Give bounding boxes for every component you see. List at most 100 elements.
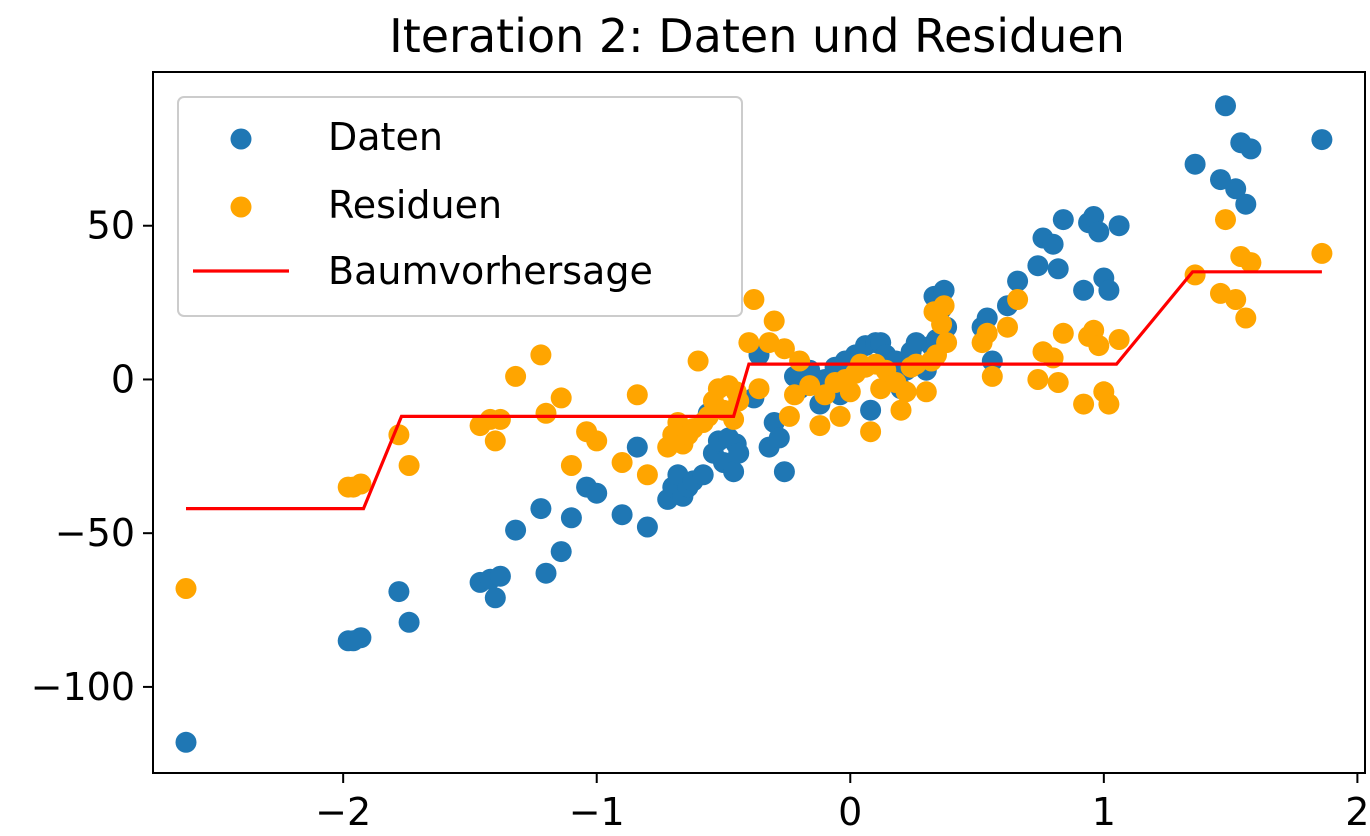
residuen-point-8 — [484, 430, 506, 452]
y-tick-label-0: −100 — [31, 665, 135, 709]
residuen-point-13 — [550, 387, 572, 409]
legend-marker-daten — [230, 128, 252, 150]
residuen-point-12 — [535, 402, 557, 424]
residuen-point-80 — [1052, 322, 1074, 344]
daten-point-88 — [1225, 178, 1247, 200]
x-tick-label-3: 1 — [1092, 790, 1116, 834]
residuen-point-61 — [895, 381, 917, 403]
chart-title: Iteration 2: Daten und Residuen — [389, 9, 1125, 63]
daten-point-91 — [1240, 138, 1262, 160]
daten-point-26 — [692, 464, 714, 486]
residuen-point-9 — [489, 408, 511, 430]
y-tick-label-1: −50 — [55, 511, 135, 555]
series-baumvorhersage-line — [186, 270, 1322, 511]
residuen-point-69 — [933, 295, 955, 317]
residuen-point-79 — [1047, 372, 1069, 393]
daten-point-19 — [636, 516, 658, 538]
daten-point-73 — [1027, 255, 1049, 277]
residuen-point-51 — [839, 381, 861, 403]
residuen-point-43 — [784, 384, 805, 406]
daten-point-76 — [1047, 258, 1069, 280]
daten-point-87 — [1215, 95, 1236, 117]
daten-point-14 — [560, 507, 582, 529]
x-tick-label-2: 0 — [838, 790, 862, 834]
daten-point-70 — [981, 350, 1003, 372]
residuen-point-72 — [976, 322, 998, 344]
daten-point-9 — [489, 565, 511, 587]
residuen-point-38 — [748, 378, 770, 400]
residuen-point-4 — [388, 424, 410, 446]
residuen-point-91 — [1225, 289, 1247, 310]
residuen-point-16 — [586, 430, 608, 452]
daten-point-72 — [1007, 270, 1029, 292]
series-residuen — [175, 209, 1333, 599]
residuen-point-19 — [636, 464, 658, 486]
residuen-point-46 — [809, 415, 831, 437]
daten-point-66 — [933, 279, 955, 301]
daten-point-92 — [1311, 129, 1333, 151]
legend-box — [177, 96, 743, 317]
daten-point-34 — [728, 442, 750, 464]
daten-point-52 — [860, 399, 882, 421]
residuen-point-74 — [997, 316, 1018, 338]
residuen-point-95 — [1311, 242, 1333, 264]
residuen-point-87 — [1108, 329, 1130, 350]
legend-marker-residuen — [230, 196, 252, 218]
residuen-point-33 — [723, 408, 745, 430]
residuen-point-64 — [915, 381, 937, 403]
x-tick-label-4: 2 — [1345, 790, 1369, 834]
daten-point-5 — [398, 611, 420, 633]
daten-point-75 — [1042, 233, 1064, 255]
daten-point-12 — [535, 562, 557, 584]
residuen-point-94 — [1240, 252, 1262, 274]
residuen-point-26 — [687, 350, 709, 372]
daten-point-3 — [350, 627, 372, 649]
daten-point-86 — [1210, 169, 1231, 191]
daten-point-39 — [768, 427, 790, 449]
residuen-point-14 — [560, 455, 582, 476]
residuen-point-73 — [981, 365, 1003, 387]
daten-point-8 — [484, 587, 506, 609]
daten-point-78 — [1073, 279, 1095, 301]
x-tick-label-1: −1 — [569, 790, 625, 834]
daten-point-18 — [626, 436, 648, 458]
daten-point-83 — [1098, 279, 1120, 301]
residuen-point-18 — [626, 384, 648, 406]
residuen-point-37 — [743, 289, 765, 310]
residuen-point-17 — [611, 452, 633, 473]
residuen-point-41 — [773, 338, 795, 360]
daten-point-11 — [530, 498, 552, 520]
residuen-point-10 — [505, 365, 527, 387]
daten-point-90 — [1235, 193, 1257, 215]
residuen-point-5 — [398, 455, 420, 476]
residuen-point-45 — [799, 375, 821, 397]
plot-marks — [175, 95, 1333, 753]
legend-label-daten: Daten — [328, 115, 443, 159]
residuen-point-49 — [829, 405, 851, 427]
residuen-point-86 — [1098, 393, 1120, 415]
legend-label-baumvorhersage: Baumvorhersage — [328, 249, 653, 293]
residuen-point-76 — [1027, 369, 1049, 390]
residuen-point-84 — [1088, 335, 1110, 357]
plot-frame — [152, 71, 1366, 774]
daten-point-77 — [1052, 209, 1074, 231]
residuen-point-36 — [738, 332, 760, 354]
y-axis: −100 −50 0 50 — [31, 204, 153, 709]
daten-point-10 — [505, 519, 527, 541]
residuen-point-75 — [1007, 289, 1029, 310]
x-axis: −2 −1 0 1 2 — [315, 773, 1369, 834]
daten-point-16 — [586, 482, 608, 504]
legend: Daten Residuen Baumvorhersage — [177, 96, 743, 317]
daten-point-69 — [976, 307, 998, 329]
residuen-point-0 — [175, 578, 197, 599]
daten-point-13 — [550, 541, 572, 563]
daten-point-81 — [1088, 221, 1110, 243]
residuen-point-11 — [530, 344, 552, 366]
daten-point-17 — [611, 504, 633, 526]
residuen-point-60 — [890, 399, 912, 421]
residuen-point-88 — [1184, 264, 1206, 286]
daten-point-32 — [723, 461, 745, 483]
residuen-point-90 — [1215, 209, 1236, 231]
daten-point-0 — [175, 731, 197, 753]
residuen-point-3 — [350, 473, 372, 495]
